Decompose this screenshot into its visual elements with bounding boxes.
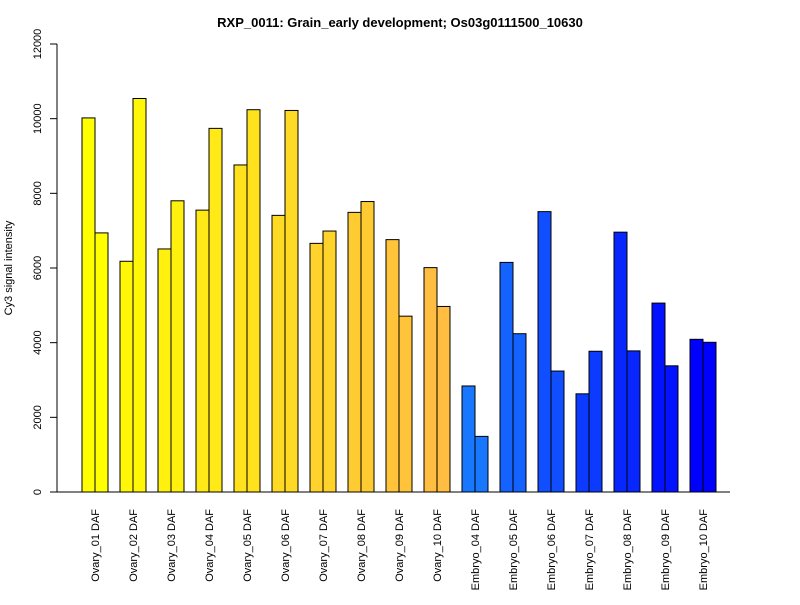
bar [170, 200, 185, 493]
bar [689, 338, 704, 493]
x-tick-label: Ovary_02 DAF [128, 509, 140, 582]
y-tick-label: 0 [32, 489, 44, 495]
bar [94, 232, 109, 493]
bar-group [575, 350, 603, 493]
bar [613, 231, 628, 493]
x-tick-label: Ovary_09 DAF [394, 509, 406, 582]
bar [208, 127, 223, 493]
bar [347, 211, 362, 493]
x-tick-label: Ovary_05 DAF [242, 509, 254, 582]
bar [474, 435, 489, 493]
bar-group [81, 117, 109, 493]
bar-group [119, 98, 147, 493]
y-tick-label: 6000 [32, 256, 44, 280]
x-tick-label: Embryo_06 DAF [546, 509, 558, 591]
bar [423, 267, 438, 493]
bar-group [689, 338, 717, 493]
bar-group [385, 239, 413, 493]
bar [588, 350, 603, 493]
x-tick-label: Embryo_10 DAF [698, 509, 710, 591]
y-tick-label: 10000 [32, 103, 44, 134]
y-axis: 0 2000 4000 6000 8000 10000 12000 [32, 29, 58, 495]
bar-group [347, 201, 375, 493]
bar [499, 261, 514, 493]
bar [436, 305, 451, 493]
bar [195, 209, 210, 493]
bar-group [537, 211, 565, 493]
bar [626, 350, 641, 493]
y-tick-label: 12000 [32, 29, 44, 60]
bar [651, 302, 666, 493]
bar-group [157, 200, 185, 493]
x-tick-label: Embryo_09 DAF [660, 509, 672, 591]
bar [271, 214, 286, 493]
x-tick-label: Ovary_04 DAF [204, 509, 216, 582]
x-tick-label: Embryo_07 DAF [584, 509, 596, 591]
bar-group [461, 385, 489, 493]
bar [157, 248, 172, 493]
bar-group [309, 230, 337, 493]
y-tick-label: 4000 [32, 330, 44, 354]
y-axis-label: Cy3 signal intensity [3, 220, 15, 315]
bar [537, 211, 552, 493]
x-tick-label: Embryo_08 DAF [622, 509, 634, 591]
bar [119, 260, 134, 493]
bar [398, 315, 413, 493]
x-axis: Ovary_01 DAF Ovary_02 DAF Ovary_03 DAF Ovar… [57, 491, 730, 591]
bar [385, 239, 400, 493]
bar-group [613, 231, 641, 493]
x-tick-label: Ovary_06 DAF [280, 509, 292, 582]
x-tick-label: Ovary_01 DAF [90, 509, 102, 582]
bar [664, 365, 679, 493]
bar [550, 370, 565, 493]
bar [309, 242, 324, 493]
bar [132, 98, 147, 493]
bar [360, 201, 375, 493]
bar [246, 109, 261, 493]
x-tick-label: Ovary_08 DAF [356, 509, 368, 582]
y-tick-label: 2000 [32, 405, 44, 429]
bar-group [233, 109, 261, 493]
bar [233, 164, 248, 493]
bar-group [271, 109, 299, 493]
bar [461, 385, 476, 493]
chart-title: RXP_0011: Grain_early development; Os03g… [217, 15, 583, 30]
bar-group [195, 127, 223, 493]
bar [284, 109, 299, 493]
bar-group [651, 302, 679, 493]
x-tick-label: Ovary_03 DAF [166, 509, 178, 582]
bar [702, 341, 717, 493]
x-tick-label: Ovary_10 DAF [432, 509, 444, 582]
x-tick-label: Embryo_05 DAF [508, 509, 520, 591]
bar [512, 333, 527, 493]
x-tick-label: Ovary_07 DAF [318, 509, 330, 582]
bar [322, 230, 337, 493]
bar [575, 393, 590, 493]
bar [81, 117, 96, 493]
y-tick-label: 8000 [32, 181, 44, 205]
bar-group [499, 261, 527, 493]
bars-layer [81, 98, 717, 493]
bar-group [423, 267, 451, 493]
x-tick-label: Embryo_04 DAF [470, 509, 482, 591]
